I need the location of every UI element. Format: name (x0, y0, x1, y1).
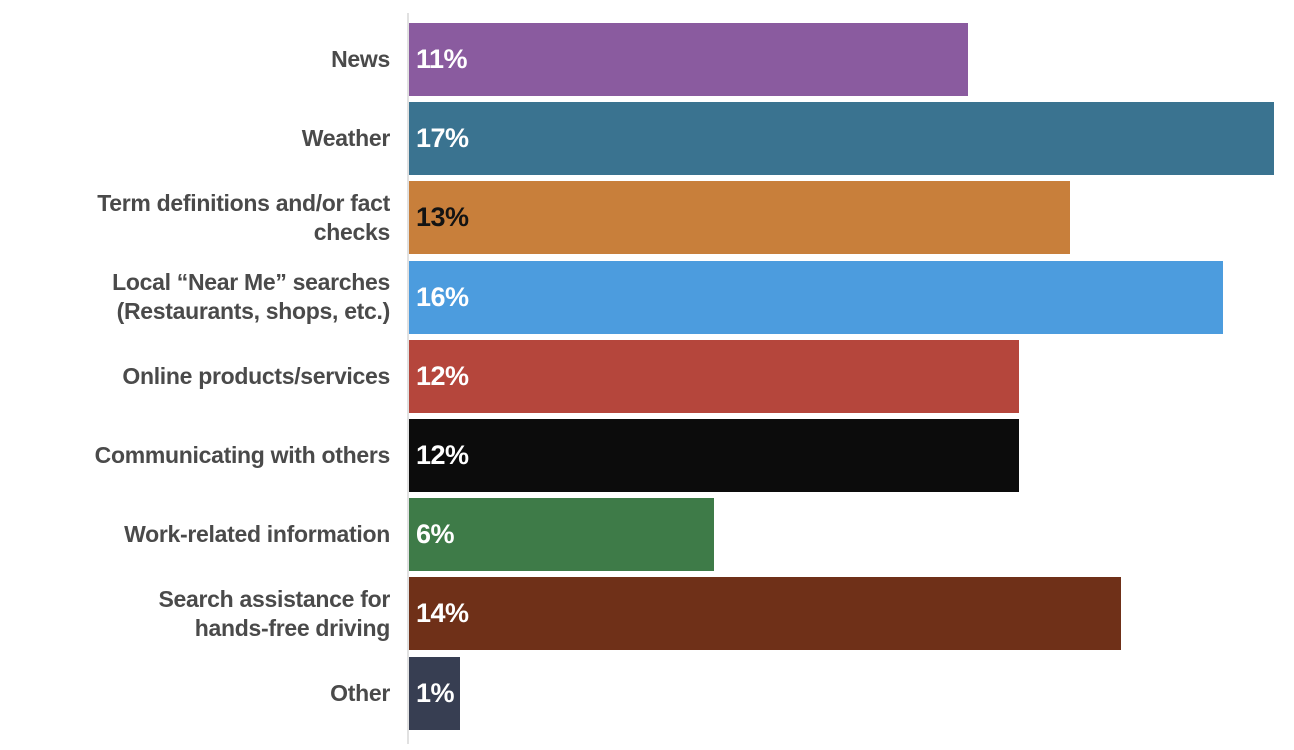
bar-area: 11% (409, 23, 1294, 96)
value-label: 12% (416, 360, 469, 391)
bar: 12% (409, 339, 1020, 413)
bar-row: Term definitions and/or fact checks 13% (0, 181, 1294, 260)
bar-rows-container: News 11% Weather 17% Term definitions an… (0, 23, 1294, 736)
bar: 14% (409, 577, 1122, 651)
value-label: 6% (416, 519, 455, 550)
bar: 12% (409, 418, 1020, 492)
category-label: Other (330, 679, 390, 706)
category-label: Term definitions and/or fact checks (97, 189, 390, 245)
bar-area: 13% (409, 181, 1294, 255)
category-label: Work-related information (124, 521, 390, 548)
value-label: 16% (416, 281, 469, 312)
value-label: 11% (416, 44, 468, 74)
bar-area: 17% (409, 102, 1294, 176)
bar: 17% (409, 102, 1274, 176)
bar: 1% (409, 656, 460, 730)
bar-area: 6% (409, 498, 1294, 572)
bar-row: Local “Near Me” searches (Restaurants, s… (0, 260, 1294, 340)
bar: 13% (409, 181, 1071, 255)
bar-row: Weather 17% (0, 102, 1294, 181)
bar: 6% (409, 498, 715, 572)
bar-area: 14% (409, 577, 1294, 651)
bar-area: 1% (409, 656, 1294, 730)
bar-area: 16% (409, 260, 1294, 334)
value-label: 1% (416, 677, 455, 708)
category-label: News (331, 46, 390, 72)
category-label: Local “Near Me” searches (Restaurants, s… (112, 269, 390, 325)
bar: 16% (409, 260, 1223, 334)
y-axis-line (407, 13, 409, 744)
bar-row: Online products/services 12% (0, 339, 1294, 419)
value-label: 13% (416, 202, 469, 233)
category-label: Communicating with others (94, 441, 391, 468)
category-label: Weather (301, 125, 391, 152)
category-label: Search assistance for hands-free driving (158, 585, 391, 641)
bar-row: Search assistance for hands-free driving… (0, 577, 1294, 656)
bar-row: Other 1% (0, 656, 1294, 736)
category-label: Online products/services (122, 362, 390, 389)
bar: 11% (409, 23, 969, 96)
value-label: 12% (416, 439, 469, 470)
bar-area: 12% (409, 339, 1294, 413)
value-label: 14% (416, 598, 469, 629)
value-label: 17% (416, 123, 469, 154)
bar-area: 12% (409, 418, 1294, 492)
bar-row: Work-related information 6% (0, 498, 1294, 577)
bar-row: News 11% (0, 23, 1294, 102)
bar-row: Communicating with others 12% (0, 418, 1294, 498)
